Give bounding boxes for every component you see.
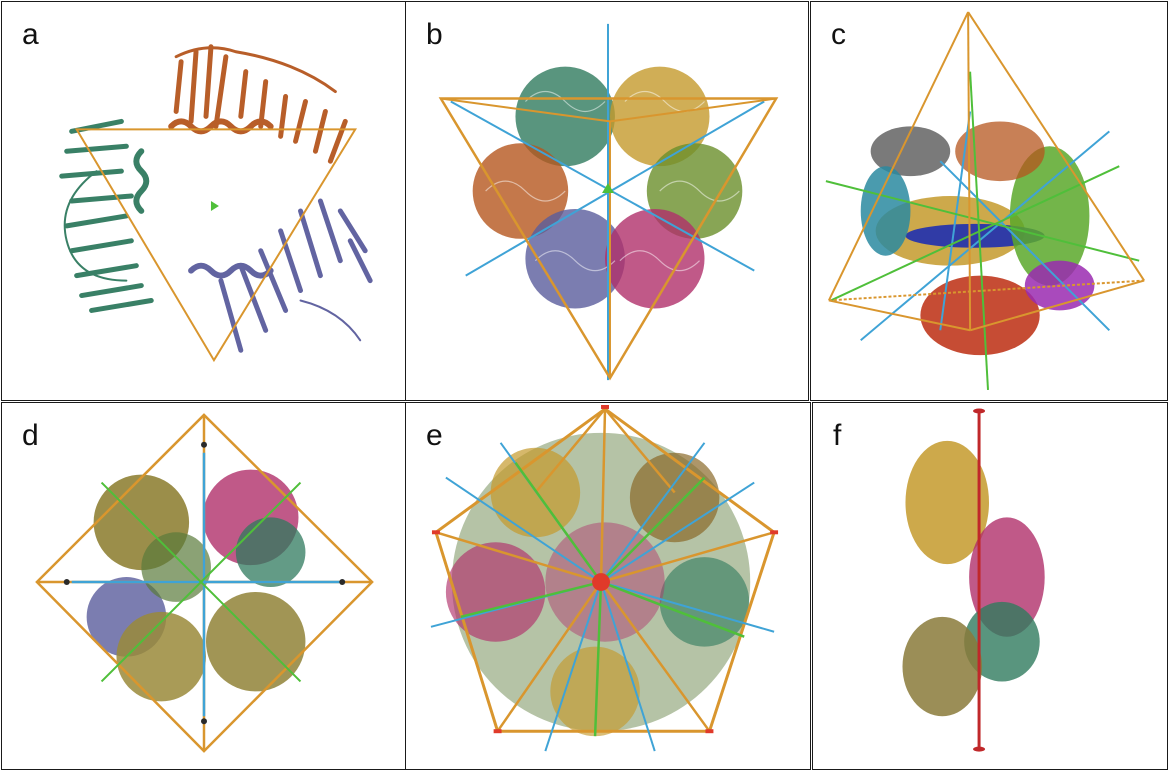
panel-a: a [1,1,406,401]
structure-view-f [902,408,1045,752]
panel-b: b [405,1,809,401]
subunit-right [188,198,373,353]
protein-ribbons [472,66,743,309]
subunit [902,616,983,717]
panel-e: e [405,402,811,770]
panel-label: c [831,18,846,51]
icosahedron-frame [434,407,776,733]
panel-c: c [810,1,1168,401]
protein-ribbons [902,440,1045,717]
structure-view-a [59,44,373,363]
tetrahedron-frame [828,11,1145,332]
subunit [920,275,1040,356]
subunit [116,611,206,702]
tetrahedron-edge [440,97,611,123]
axis-end-top [973,408,986,414]
subunit [659,557,750,647]
axis-end-markers [63,441,346,725]
fivefold-axis-center [592,573,610,591]
subunit [955,121,1045,182]
subunit [445,542,546,642]
subunit [870,126,951,177]
threefold-axes [460,461,745,737]
threefold-axes [100,481,302,683]
symmetry-triangle [74,128,358,363]
structure-view-c [825,11,1145,390]
panel-label: b [426,18,443,51]
panel-label: d [22,419,39,452]
threefold-axes [825,71,1140,390]
panel-d: d [1,402,406,770]
structure-view-b [438,23,779,381]
structure-view-e [430,404,779,752]
panel-label: e [426,419,443,452]
protein-ribbons [59,44,373,353]
twofold-axes [450,23,765,381]
subunit [525,208,625,309]
subunit [629,452,720,543]
subunit [472,143,569,239]
tetrahedron-frame [438,97,779,381]
subunit [609,66,710,167]
structure-view-d [35,413,374,753]
subunit [860,166,911,256]
tetrahedron-edge [609,97,777,123]
panel-label: f [833,419,842,452]
fivefold-axis-ends [431,404,779,734]
subunit [964,601,1040,682]
threefold-axis-marker [602,183,614,194]
subunit [141,532,211,602]
subunit [605,208,705,309]
subunit [235,517,306,587]
frame-spokes [435,408,775,732]
threefold-axis-marker [210,201,219,211]
panel-label: a [22,18,39,51]
axis-end-bottom [973,746,986,752]
protein-ribbons [860,121,1095,356]
subunit-top [168,44,348,164]
subunit [905,440,990,565]
subunit-left [59,118,154,313]
subunit [205,591,306,692]
panel-f: f [812,402,1168,770]
